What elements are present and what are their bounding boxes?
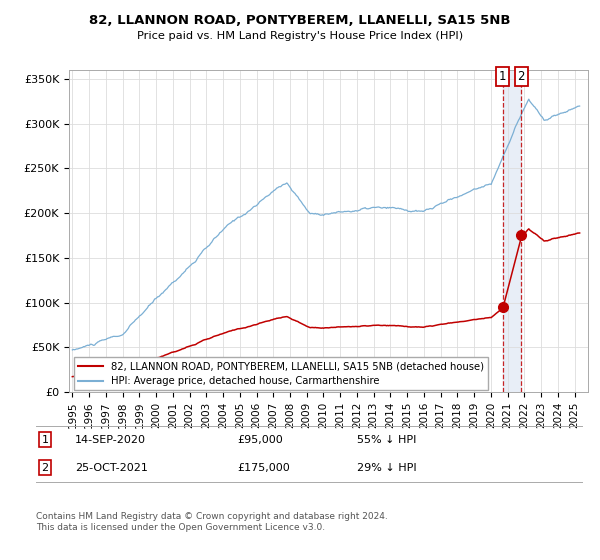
Text: Price paid vs. HM Land Registry's House Price Index (HPI): Price paid vs. HM Land Registry's House …: [137, 31, 463, 41]
Bar: [503, 70, 521, 392]
Text: £175,000: £175,000: [237, 463, 290, 473]
Text: £95,000: £95,000: [237, 435, 283, 445]
Text: 82, LLANNON ROAD, PONTYBEREM, LLANELLI, SA15 5NB: 82, LLANNON ROAD, PONTYBEREM, LLANELLI, …: [89, 14, 511, 27]
Text: 1: 1: [41, 435, 49, 445]
Text: 25-OCT-2021: 25-OCT-2021: [75, 463, 148, 473]
Text: 1: 1: [499, 70, 506, 83]
Text: 29% ↓ HPI: 29% ↓ HPI: [357, 463, 416, 473]
Text: 14-SEP-2020: 14-SEP-2020: [75, 435, 146, 445]
Text: 2: 2: [518, 70, 525, 83]
Text: Contains HM Land Registry data © Crown copyright and database right 2024.
This d: Contains HM Land Registry data © Crown c…: [36, 512, 388, 532]
Text: 2: 2: [41, 463, 49, 473]
Text: 55% ↓ HPI: 55% ↓ HPI: [357, 435, 416, 445]
Legend: 82, LLANNON ROAD, PONTYBEREM, LLANELLI, SA15 5NB (detached house), HPI: Average : 82, LLANNON ROAD, PONTYBEREM, LLANELLI, …: [74, 357, 488, 390]
